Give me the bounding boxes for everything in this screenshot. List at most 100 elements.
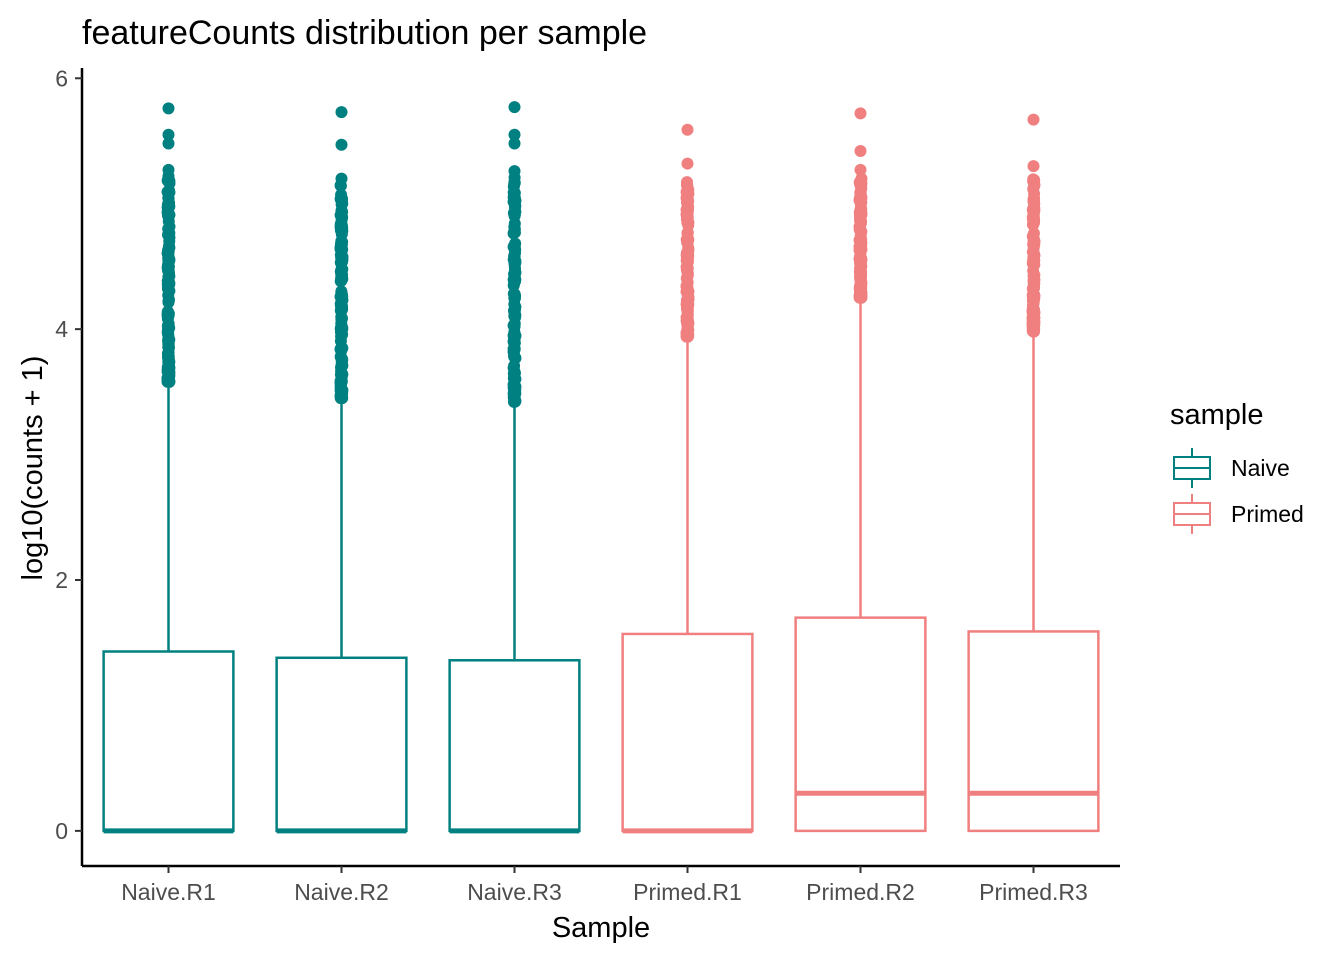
outlier-point <box>854 107 867 120</box>
outlier-point <box>854 179 867 192</box>
outlier-point <box>1027 160 1040 173</box>
outlier-point <box>681 267 694 280</box>
outlier-point <box>162 163 175 176</box>
box-body <box>275 656 408 833</box>
axes: 0 2 4 6 Naive.R1 Naive.R2 Naive.R3 Primed.R1 Pri… <box>55 65 1120 905</box>
outlier-point <box>1027 174 1040 187</box>
outlier-point <box>336 224 349 237</box>
outlier-point <box>163 355 176 368</box>
box-group-primed-r1 <box>621 123 754 834</box>
outlier-point <box>161 375 174 388</box>
outlier-point <box>334 275 347 288</box>
outlier-point <box>335 386 348 399</box>
outlier-band <box>507 171 522 408</box>
x-tick-label: Primed.R2 <box>806 879 915 905</box>
legend-label: Primed <box>1231 501 1304 527</box>
outlier-point <box>1027 293 1040 306</box>
outlier-point <box>508 101 521 114</box>
outlier-point <box>854 255 867 268</box>
box-group-naive-r3 <box>448 101 581 834</box>
outlier-point <box>1027 235 1040 248</box>
box-body <box>621 632 754 833</box>
outlier-point <box>1026 211 1039 224</box>
outlier-point <box>508 250 521 263</box>
outlier-point <box>1028 248 1041 261</box>
outlier-point <box>163 253 176 266</box>
outlier-point <box>508 165 521 178</box>
outlier-point <box>681 305 694 318</box>
outlier-point <box>508 209 521 222</box>
outlier-point <box>508 385 521 398</box>
outlier-point <box>853 282 866 295</box>
x-tick-label: Naive.R3 <box>467 879 562 905</box>
box-body <box>102 650 235 833</box>
legend-title: sample <box>1170 399 1264 431</box>
outlier-point <box>509 274 522 287</box>
box-group-primed-r2 <box>794 107 927 833</box>
outlier-point <box>335 370 348 383</box>
outlier-point <box>854 145 867 158</box>
outlier-point <box>336 323 349 336</box>
outlier-point <box>682 328 695 341</box>
outlier-point <box>335 106 348 119</box>
y-axis-title: log10(counts + 1) <box>17 356 49 581</box>
outlier-point <box>162 293 175 306</box>
legend-item-primed: Primed <box>1173 494 1304 534</box>
outlier-point <box>162 321 175 334</box>
outlier-point <box>1027 113 1040 126</box>
outlier-band <box>680 176 695 343</box>
outlier-point <box>162 201 175 214</box>
outlier-point <box>335 213 348 226</box>
outlier-point <box>681 123 694 136</box>
outlier-point <box>162 102 175 115</box>
outlier-point <box>334 249 347 262</box>
outlier-point <box>335 355 348 368</box>
box-group-naive-r1 <box>102 102 235 834</box>
outlier-point <box>162 338 175 351</box>
legend: sample Naive Primed <box>1170 399 1304 534</box>
box-body <box>448 659 581 833</box>
x-axis-title: Sample <box>552 912 650 944</box>
y-tick-label: 0 <box>55 818 68 844</box>
outlier-point <box>334 304 347 317</box>
outlier-point <box>508 317 521 330</box>
outlier-point <box>162 270 175 283</box>
outlier-point <box>508 137 521 150</box>
outlier-point <box>508 290 521 303</box>
legend-label: Naive <box>1231 455 1290 481</box>
x-tick-label: Naive.R1 <box>121 879 216 905</box>
chart-title: featureCounts distribution per sample <box>82 14 647 52</box>
outlier-point <box>681 157 694 170</box>
outlier-point <box>335 198 348 211</box>
y-tick-label: 2 <box>55 567 68 593</box>
outlier-point <box>855 240 868 253</box>
outlier-point <box>163 186 176 199</box>
outlier-point <box>508 303 521 316</box>
outlier-point <box>854 163 867 176</box>
outlier-band <box>853 172 868 304</box>
outlier-point <box>334 335 347 348</box>
box-body <box>794 616 927 833</box>
outlier-point <box>508 128 521 141</box>
outlier-point <box>508 191 521 204</box>
outlier-point <box>163 284 176 297</box>
outlier-point <box>163 231 176 244</box>
outlier-point <box>507 180 520 193</box>
x-tick-label: Primed.R1 <box>633 879 742 905</box>
box-group-naive-r2 <box>275 106 408 834</box>
box-body <box>967 630 1100 833</box>
outlier-point <box>335 291 348 304</box>
outlier-point <box>162 128 175 141</box>
outlier-point <box>1028 258 1041 271</box>
outlier-point <box>335 172 348 185</box>
outlier-point <box>162 137 175 150</box>
box-group-primed-r3 <box>967 113 1100 833</box>
outlier-point <box>680 208 693 221</box>
x-tick-label: Primed.R3 <box>979 879 1088 905</box>
outlier-point <box>1027 192 1040 205</box>
outlier-band <box>334 179 349 405</box>
outlier-point <box>680 279 693 292</box>
outlier-point <box>682 233 695 246</box>
x-tick-label: Naive.R2 <box>294 879 389 905</box>
